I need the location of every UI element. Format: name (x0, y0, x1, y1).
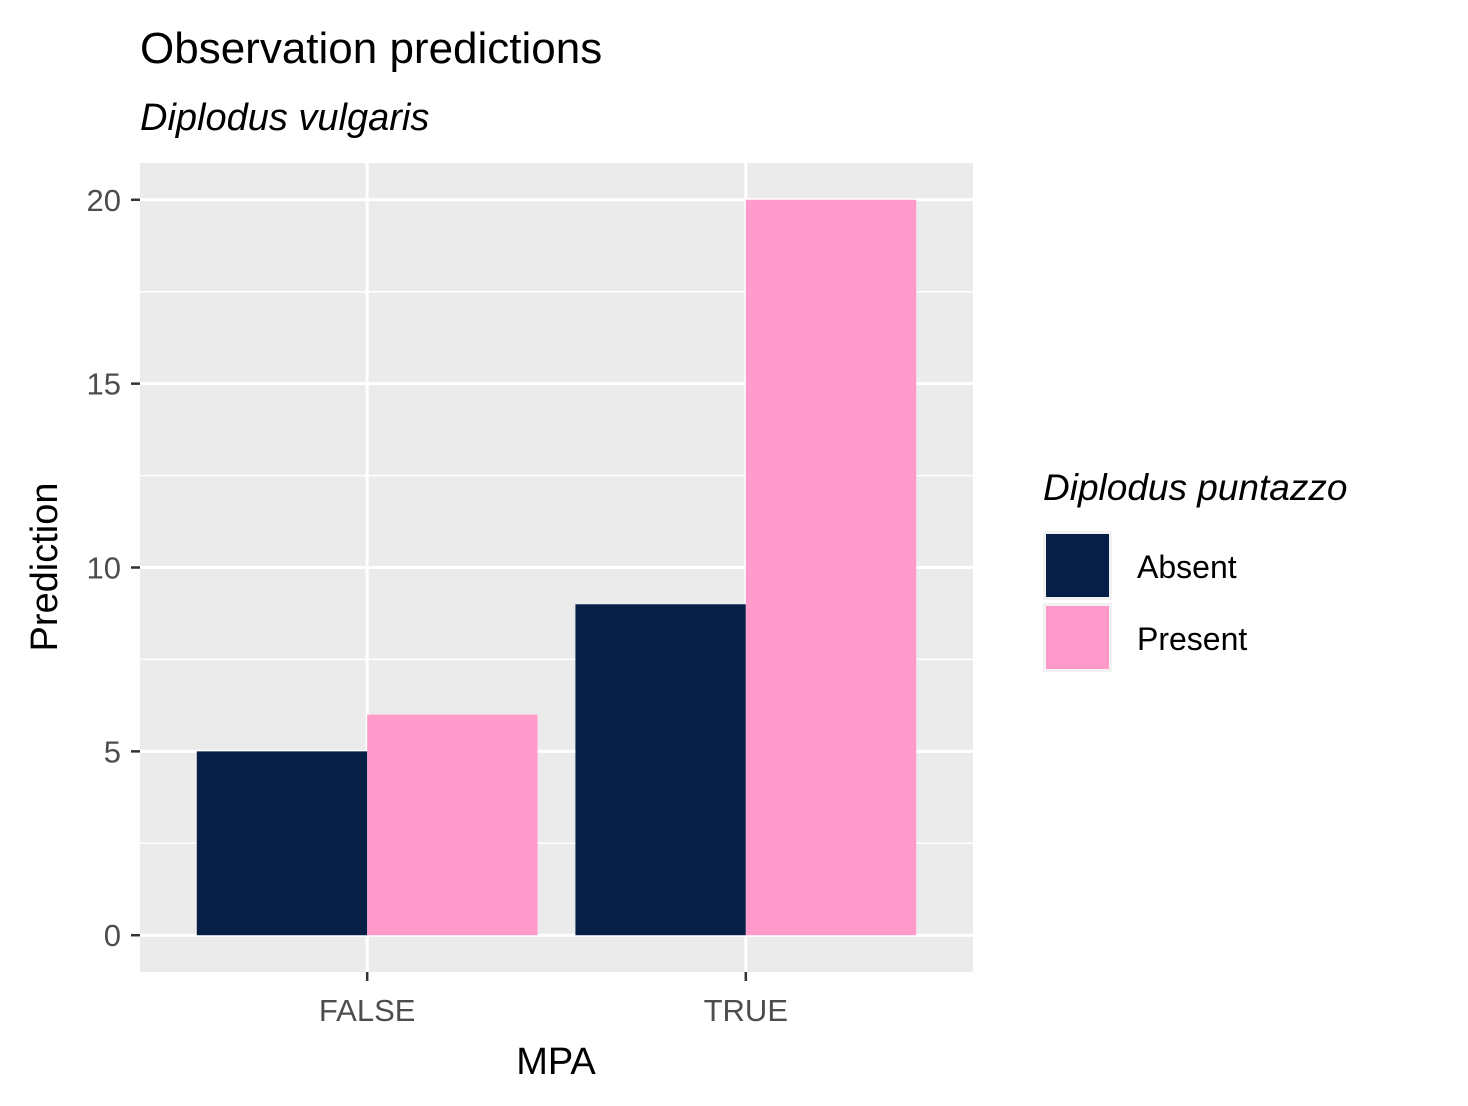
bars (196, 199, 917, 936)
x-axis-title: MPA (516, 1041, 596, 1083)
y-tick-label: 10 (87, 551, 121, 586)
y-tick-label: 5 (104, 734, 121, 769)
bar-absent-false (196, 751, 368, 936)
legend-title: Diplodus puntazzo (1043, 467, 1347, 508)
bar-absent-true (575, 604, 746, 936)
chart-subtitle: Diplodus vulgaris (140, 97, 429, 139)
bar-present-true (745, 199, 917, 936)
legend-label-present: Present (1137, 621, 1247, 657)
x-tick-label: FALSE (319, 993, 416, 1028)
legend-swatch-present (1046, 606, 1109, 669)
chart-title: Observation predictions (140, 24, 602, 73)
y-tick-label: 20 (87, 183, 121, 218)
legend-label-absent: Absent (1137, 549, 1237, 585)
legend-swatch-absent (1046, 534, 1109, 597)
x-axis: FALSE TRUE (319, 972, 788, 1028)
legend: Diplodus puntazzo Absent Present (1043, 467, 1347, 672)
bar-present-false (367, 714, 538, 936)
y-axis: 0 5 10 15 20 (87, 183, 140, 953)
x-tick-label: TRUE (704, 993, 788, 1028)
y-axis-title: Prediction (24, 483, 66, 652)
y-tick-label: 15 (87, 367, 121, 402)
y-tick-label: 0 (104, 918, 121, 953)
